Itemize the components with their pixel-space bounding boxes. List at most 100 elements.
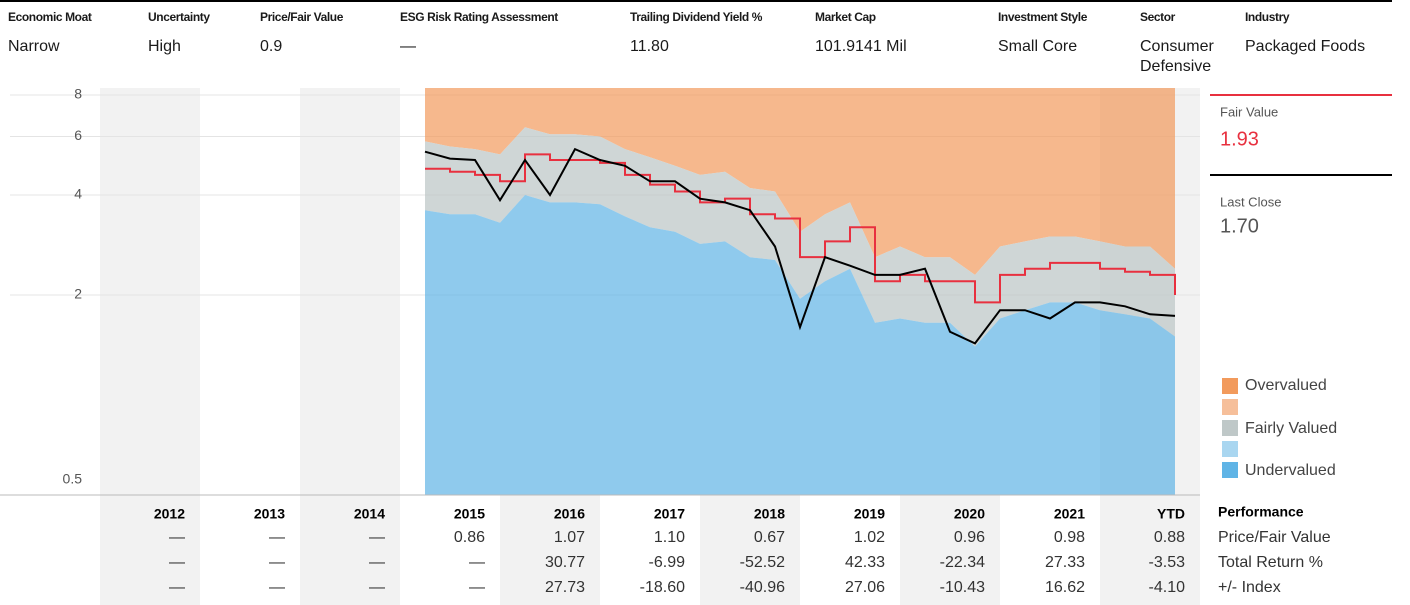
legend-swatch xyxy=(1222,462,1238,478)
table-cell: 1.02 xyxy=(854,529,885,546)
series-current: 1.93 xyxy=(1220,128,1259,150)
legend-swatch xyxy=(1222,441,1238,457)
header-cell: Trailing Dividend Yield % 11.80 xyxy=(630,10,810,57)
table-cell: — xyxy=(469,554,485,571)
table-cell: 1.07 xyxy=(554,529,585,546)
header-value: 101.9141 Mil xyxy=(815,38,907,55)
header-value: Consumer Defensive xyxy=(1140,38,1214,75)
table-cell: — xyxy=(169,579,185,596)
table-cell: -52.52 xyxy=(740,554,785,571)
year-label: YTD xyxy=(1157,506,1185,522)
row-label: +/- Index xyxy=(1218,579,1281,596)
header-label: ESG Risk Rating Assessment xyxy=(400,10,558,24)
year-label: 2012 xyxy=(154,506,185,522)
header: Economic Moat Narrow Uncertainty High Price/… xyxy=(0,0,1392,88)
header-value: High xyxy=(148,38,181,55)
header-cell: Market Cap 101.9141 Mil xyxy=(815,10,990,57)
table-cell: — xyxy=(369,554,385,571)
table-cell: -10.43 xyxy=(940,579,985,596)
table-cell: 27.73 xyxy=(545,579,585,596)
year-label: 2016 xyxy=(554,506,585,522)
header-value: — xyxy=(400,38,416,55)
series-line xyxy=(424,147,1176,345)
series-name: Fair Value xyxy=(1220,104,1278,119)
header-label: Investment Style xyxy=(998,10,1087,24)
table-cell: -4.10 xyxy=(1149,579,1186,596)
year-label: 2014 xyxy=(354,506,385,522)
header-label: Industry xyxy=(1245,10,1290,24)
series-name: Last Close xyxy=(1220,194,1281,209)
legend-swatch xyxy=(1222,378,1238,394)
table-cell: 27.33 xyxy=(1045,554,1085,571)
table-cell: — xyxy=(369,529,385,546)
header-cell: ESG Risk Rating Assessment — xyxy=(400,10,620,57)
year-label: 2021 xyxy=(1054,506,1085,522)
table-cell: -22.34 xyxy=(940,554,985,571)
series-current: 1.70 xyxy=(1220,215,1259,237)
performance-title: Performance xyxy=(1218,504,1304,520)
header-label: Uncertainty xyxy=(148,10,210,24)
legend-label: Undervalued xyxy=(1245,462,1336,479)
year-label: 2020 xyxy=(954,506,985,522)
table-cell: — xyxy=(269,554,285,571)
column-shade xyxy=(100,88,200,605)
y-tick-label: 2 xyxy=(74,286,82,302)
table-cell: 0.86 xyxy=(454,529,485,546)
table-cell: — xyxy=(169,554,185,571)
year-label: 2017 xyxy=(654,506,685,522)
table-cell: -40.96 xyxy=(740,579,785,596)
table-cell: — xyxy=(269,529,285,546)
table-cell: -18.60 xyxy=(640,579,685,596)
table-cell: 30.77 xyxy=(545,554,585,571)
header-cell: Price/Fair Value 0.9 xyxy=(260,10,390,57)
table-cell: 0.88 xyxy=(1154,529,1185,546)
legend-swatch xyxy=(1222,420,1238,436)
table-cell: 42.33 xyxy=(845,554,885,571)
column-shade xyxy=(900,495,1000,605)
y-tick-label: 4 xyxy=(74,186,82,202)
table-cell: — xyxy=(469,579,485,596)
header-cell: Industry Packaged Foods xyxy=(1245,10,1395,57)
column-shade xyxy=(700,495,800,605)
table-cell: 0.96 xyxy=(954,529,985,546)
header-label: Market Cap xyxy=(815,10,876,24)
header-label: Trailing Dividend Yield % xyxy=(630,10,763,24)
header-value: 11.80 xyxy=(630,38,669,55)
table-cell: -6.99 xyxy=(649,554,686,571)
header-label: Price/Fair Value xyxy=(260,10,343,24)
undervalued-area xyxy=(425,195,1175,495)
legend-swatch xyxy=(1222,399,1238,415)
table-cell: -3.53 xyxy=(1149,554,1186,571)
series-line xyxy=(425,153,1176,304)
row-label: Price/Fair Value xyxy=(1218,529,1331,546)
overvalued-area xyxy=(425,88,1175,275)
legend-label: Overvalued xyxy=(1245,377,1327,394)
year-label: 2015 xyxy=(454,506,485,522)
table-cell: 0.98 xyxy=(1054,529,1085,546)
header-cell: Sector Consumer Defensive xyxy=(1140,10,1220,77)
header-cell: Uncertainty High xyxy=(148,10,253,57)
column-shade xyxy=(300,88,400,605)
header-cell: Economic Moat Narrow xyxy=(8,10,138,57)
table-cell: — xyxy=(169,529,185,546)
header-value: Small Core xyxy=(998,38,1078,55)
year-label: 2013 xyxy=(254,506,285,522)
table-cell: 0.67 xyxy=(754,529,785,546)
header-label: Sector xyxy=(1140,10,1175,24)
y-tick-label: 6 xyxy=(74,127,82,143)
header-cell: Investment Style Small Core xyxy=(998,10,1133,57)
legend-label: Fairly Valued xyxy=(1245,420,1337,437)
row-label: Total Return % xyxy=(1218,554,1323,571)
table-cell: — xyxy=(369,579,385,596)
header-value: Packaged Foods xyxy=(1245,38,1366,55)
year-label: 2018 xyxy=(754,506,785,522)
table-cell: — xyxy=(269,579,285,596)
y-tick-label: 0.5 xyxy=(63,471,83,487)
year-label: 2019 xyxy=(854,506,885,522)
table-cell: 27.06 xyxy=(845,579,885,596)
table-cell: 16.62 xyxy=(1045,579,1085,596)
column-shade xyxy=(500,495,600,605)
table-cell: 1.10 xyxy=(654,529,685,546)
